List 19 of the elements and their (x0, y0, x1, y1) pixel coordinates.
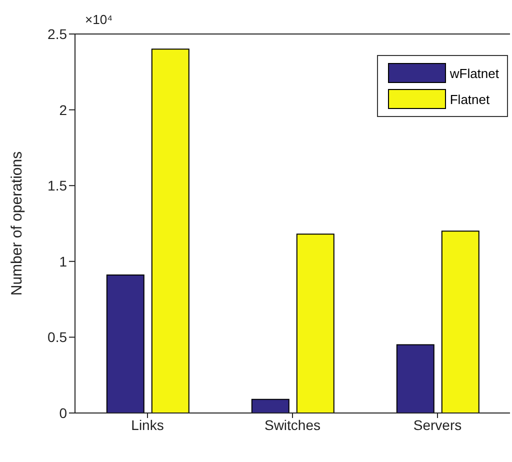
bar (106, 274, 144, 413)
bar (151, 48, 190, 413)
y-tick-label: 1.5 (48, 178, 68, 194)
x-tick-label: Links (131, 416, 164, 433)
bar (441, 230, 480, 413)
bar (396, 344, 434, 413)
y-tick-label: 0 (59, 404, 68, 421)
x-tick-label: Switches (264, 416, 321, 433)
x-tick-label: Servers (413, 416, 462, 433)
axis-exponent: ×10⁴ (85, 12, 113, 27)
bar (251, 398, 290, 413)
y-tick-label: 1 (59, 253, 68, 270)
bar (296, 234, 334, 413)
y-tick-label: 2.5 (48, 26, 68, 42)
legend-label: Flatnet (450, 92, 490, 106)
y-axis-title: Number of operations (8, 151, 26, 296)
legend-label: wFlatnet (450, 66, 499, 80)
y-tick-label: 0.5 (48, 329, 68, 346)
y-tick-label: 2 (59, 102, 68, 118)
